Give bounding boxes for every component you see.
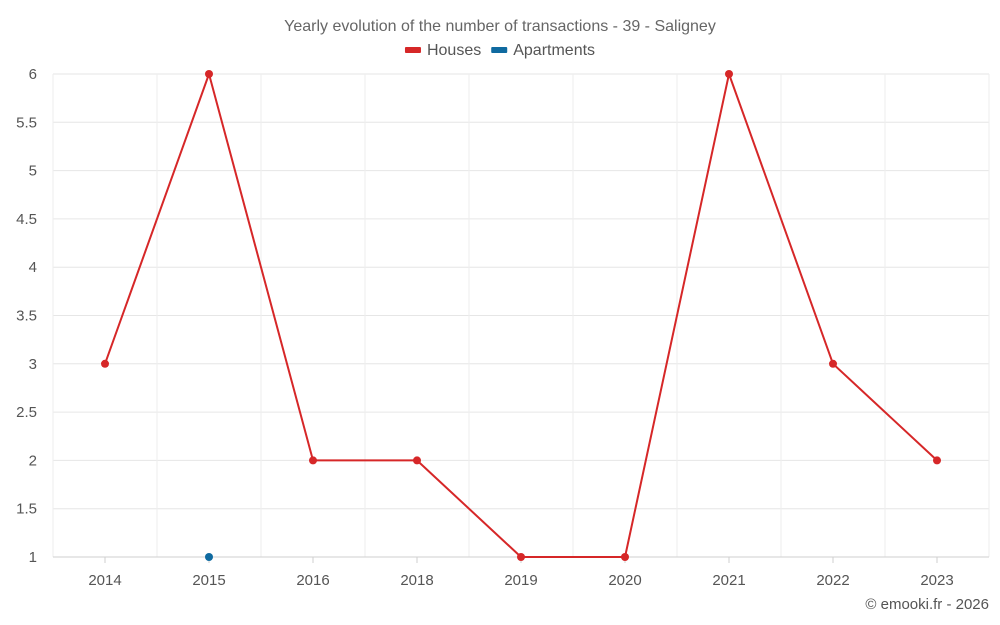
data-point[interactable]	[413, 456, 421, 465]
data-point[interactable]	[309, 456, 317, 465]
data-point[interactable]	[621, 553, 629, 561]
data-point[interactable]	[517, 553, 525, 561]
x-tick-label: 2018	[400, 572, 433, 589]
data-point[interactable]	[205, 553, 213, 561]
legend: Houses Apartments	[404, 42, 595, 59]
x-tick-label: 2014	[88, 572, 121, 589]
legend-label[interactable]: Apartments	[513, 42, 595, 59]
legend-swatch	[404, 47, 421, 53]
data-point[interactable]	[725, 70, 733, 78]
x-tick-label: 2016	[296, 572, 329, 589]
y-tick-label: 5	[29, 163, 37, 180]
x-tick-label: 2019	[504, 572, 537, 589]
series-apartments	[205, 553, 213, 561]
data-point[interactable]	[205, 70, 213, 78]
chart-title: Yearly evolution of the number of transa…	[284, 18, 716, 35]
x-tick-label: 2021	[712, 572, 745, 589]
credit-text: © emooki.fr - 2026	[865, 596, 989, 613]
y-tick-label: 1.5	[16, 501, 37, 518]
y-tick-label: 3.5	[16, 308, 37, 325]
x-tick-label: 2022	[816, 572, 849, 589]
data-point[interactable]	[933, 456, 941, 465]
legend-swatch	[491, 47, 508, 53]
y-tick-label: 1	[29, 549, 37, 566]
data-point[interactable]	[101, 359, 109, 368]
grid	[52, 73, 990, 558]
series-layer	[101, 70, 941, 561]
y-tick-label: 5.5	[16, 114, 37, 131]
y-tick-label: 3	[29, 356, 37, 373]
y-axis: 1 1.5 2 2.5 3 3.5 4 4.5 5 5.5 6	[16, 66, 37, 566]
y-tick-label: 4	[29, 259, 37, 276]
series-houses	[101, 70, 941, 561]
y-tick-label: 2	[29, 452, 37, 469]
y-tick-label: 4.5	[16, 211, 37, 228]
x-axis: 2014 2015 2016 2018 2019 2020 2021 2022 2023	[53, 556, 989, 589]
data-point[interactable]	[829, 359, 837, 368]
x-tick-label: 2015	[192, 572, 225, 589]
y-tick-label: 2.5	[16, 404, 37, 421]
x-tick-label: 2020	[608, 572, 641, 589]
y-tick-label: 6	[29, 66, 37, 83]
legend-label[interactable]: Houses	[427, 42, 481, 59]
x-tick-label: 2023	[920, 572, 953, 589]
